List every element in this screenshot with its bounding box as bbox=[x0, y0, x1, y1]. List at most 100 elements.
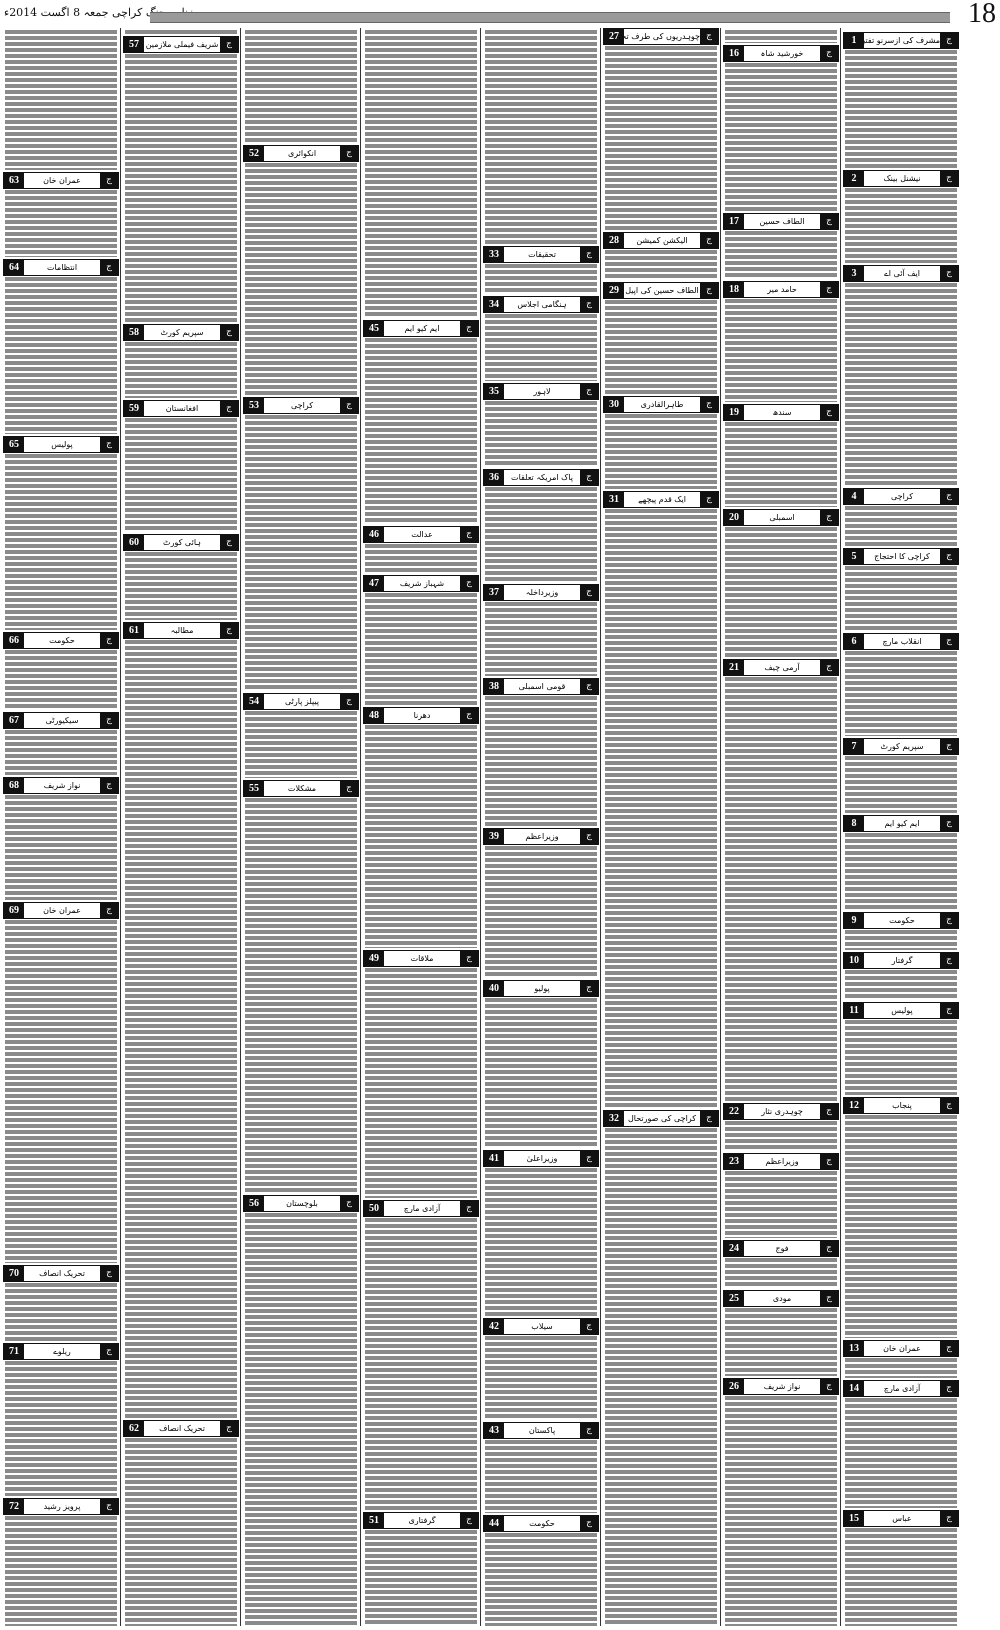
article-body bbox=[725, 299, 837, 402]
jang-logo-icon: ج bbox=[820, 214, 838, 229]
article-body bbox=[245, 30, 357, 143]
item-headline: ایف آئی اے bbox=[884, 269, 920, 278]
item-header: 70 تحریک انصاف ج bbox=[3, 1265, 119, 1282]
item-headline: ایم کیو ایم bbox=[884, 819, 920, 828]
item-header: 54 پیپلز پارٹی ج bbox=[243, 693, 359, 710]
article-body bbox=[845, 188, 957, 263]
article-body bbox=[365, 725, 477, 948]
item-headline: عدالت bbox=[411, 530, 433, 539]
article-body bbox=[725, 30, 837, 43]
item-number: 62 bbox=[124, 1421, 144, 1436]
jang-logo-icon: ج bbox=[820, 46, 838, 61]
article-body bbox=[845, 50, 957, 168]
item-headline: گرفتاری bbox=[408, 1516, 436, 1525]
item-header: 51 گرفتاری ج bbox=[363, 1512, 479, 1529]
item-number: 72 bbox=[4, 1499, 24, 1514]
item-number: 21 bbox=[724, 660, 744, 675]
item-number: 39 bbox=[484, 829, 504, 844]
item-headline: کراچی کی صورتحال bbox=[627, 1114, 697, 1123]
jang-logo-icon: ج bbox=[460, 708, 478, 723]
item-number: 51 bbox=[364, 1513, 384, 1528]
jang-logo-icon: ج bbox=[100, 437, 118, 452]
jang-logo-icon: ج bbox=[940, 1381, 958, 1396]
article-body bbox=[725, 1396, 837, 1626]
item-headline: سپریم کورٹ bbox=[880, 742, 924, 751]
item-header: 62 تحریک انصاف ج bbox=[123, 1420, 239, 1437]
item-headline: کراچی bbox=[290, 401, 314, 410]
item-headline: خورشید شاہ bbox=[760, 49, 804, 58]
item-headline: پولیو bbox=[534, 984, 550, 993]
jang-logo-icon: ج bbox=[700, 233, 718, 248]
jang-logo-icon: ج bbox=[820, 1104, 838, 1119]
article-body bbox=[485, 401, 597, 467]
item-number: 67 bbox=[4, 713, 24, 728]
article-body bbox=[5, 1516, 117, 1626]
column-6: 52 انکوائری ج 53 کراچی ج 54 پیپلز پارٹی ج 55 مشکلا… bbox=[243, 28, 359, 1626]
article-body bbox=[245, 798, 357, 1193]
jang-logo-icon: ج bbox=[340, 781, 358, 796]
jang-logo-icon: ج bbox=[940, 489, 958, 504]
item-number: 6 bbox=[844, 634, 864, 649]
masthead-bar bbox=[150, 12, 950, 23]
item-headline: سیکیورٹی bbox=[45, 716, 79, 725]
jang-logo-icon: ج bbox=[220, 535, 238, 550]
item-headline: پنجاب bbox=[892, 1101, 912, 1110]
item-headline: پولیس bbox=[51, 440, 73, 449]
item-header: 52 انکوائری ج bbox=[243, 145, 359, 162]
article-body bbox=[5, 454, 117, 630]
jang-logo-icon: ج bbox=[460, 527, 478, 542]
item-headline: عمران خان bbox=[43, 176, 81, 185]
item-headline: عباس bbox=[892, 1514, 912, 1523]
item-number: 30 bbox=[604, 397, 624, 412]
masthead: روزنامہ جنگ کراچی جمعہ 8 اگست 2014ء 18 bbox=[0, 0, 1000, 29]
article-body bbox=[485, 696, 597, 826]
item-header: 14 آزادی مارچ ج bbox=[843, 1380, 959, 1397]
jang-logo-icon: ج bbox=[100, 1344, 118, 1359]
jang-logo-icon: ج bbox=[580, 829, 598, 844]
item-header: 38 قومی اسمبلی ج bbox=[483, 678, 599, 695]
item-headline: حکومت bbox=[529, 1519, 555, 1528]
item-headline: مودی bbox=[772, 1294, 792, 1303]
item-number: 68 bbox=[4, 778, 24, 793]
item-headline: تحریک انصاف bbox=[159, 1424, 205, 1433]
item-header: 15 عباس ج bbox=[843, 1510, 959, 1527]
jang-logo-icon: ج bbox=[700, 397, 718, 412]
jang-logo-icon: ج bbox=[100, 633, 118, 648]
column-divider bbox=[120, 28, 121, 1626]
article-body bbox=[5, 277, 117, 434]
item-number: 14 bbox=[844, 1381, 864, 1396]
article-body bbox=[125, 552, 237, 620]
article-body bbox=[245, 163, 357, 395]
item-header: 28 الیکشن کمیشن ج bbox=[603, 232, 719, 249]
jang-logo-icon: ج bbox=[940, 913, 958, 928]
column-divider bbox=[360, 28, 361, 1626]
item-headline: عمران خان bbox=[883, 1344, 921, 1353]
item-headline: آزادی مارچ bbox=[403, 1204, 441, 1213]
jang-logo-icon: ج bbox=[100, 903, 118, 918]
jang-logo-icon: ج bbox=[700, 29, 718, 44]
item-headline: حکومت bbox=[889, 916, 915, 925]
item-number: 38 bbox=[484, 679, 504, 694]
column-8: 63 عمران خان ج 64 انتظامات ج 65 پولیس ج 66 حکومت ج 6… bbox=[3, 28, 119, 1626]
item-header: 40 پولیو ج bbox=[483, 980, 599, 997]
article-body bbox=[845, 1115, 957, 1338]
item-header: 48 دھرنا ج bbox=[363, 707, 479, 724]
item-headline: ریلوے bbox=[53, 1347, 71, 1356]
article-body bbox=[245, 711, 357, 778]
item-headline: شریف فیملی ملازمین bbox=[145, 40, 219, 49]
item-headline: نواز شریف bbox=[43, 781, 81, 790]
jang-logo-icon: ج bbox=[940, 266, 958, 281]
article-body bbox=[845, 1020, 957, 1095]
article-body bbox=[845, 1528, 957, 1626]
item-header: 31 ایک قدم پیچھے ج bbox=[603, 491, 719, 508]
item-number: 25 bbox=[724, 1291, 744, 1306]
jang-logo-icon: ج bbox=[220, 325, 238, 340]
item-number: 3 bbox=[844, 266, 864, 281]
item-number: 37 bbox=[484, 585, 504, 600]
article-body bbox=[485, 846, 597, 978]
article-body bbox=[365, 338, 477, 524]
item-number: 43 bbox=[484, 1423, 504, 1438]
item-headline: وزیراعلیٰ bbox=[526, 1154, 558, 1163]
item-number: 22 bbox=[724, 1104, 744, 1119]
article-body bbox=[365, 593, 477, 705]
